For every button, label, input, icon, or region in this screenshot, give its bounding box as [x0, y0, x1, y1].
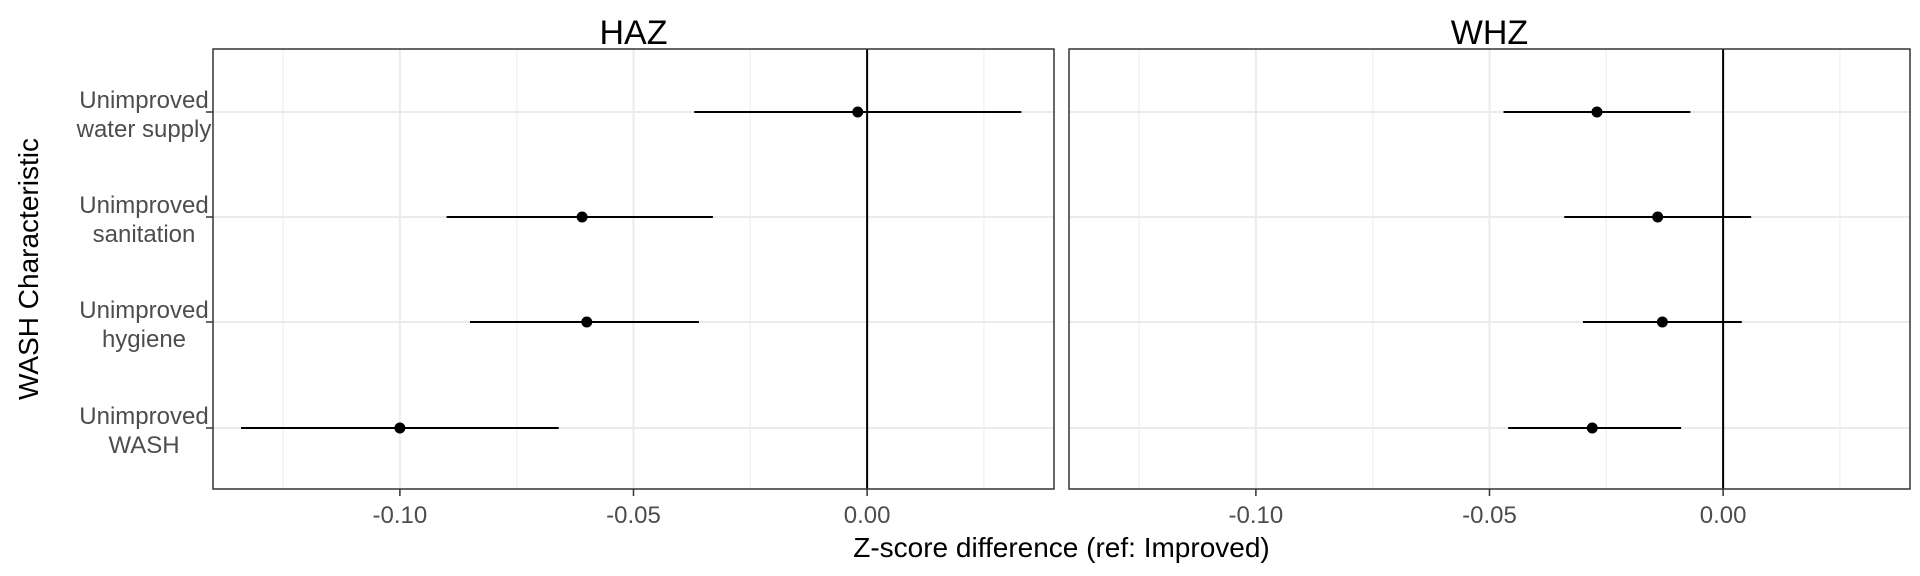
point-estimate: [852, 106, 864, 118]
category-label-line: Unimproved: [79, 87, 208, 114]
panel-haz: HAZ -0.10 -0.05 0.00: [206, 14, 1055, 529]
x-tick-label: 0.00: [844, 502, 891, 529]
point-estimate: [394, 422, 406, 434]
category-label-line: WASH: [108, 432, 179, 459]
category-label-line: Unimproved: [79, 403, 208, 430]
x-tick-label: -0.05: [1462, 502, 1517, 529]
panel-whz: WHZ -0.10 -0.05 0.00: [1068, 14, 1911, 529]
category-label-line: Unimproved: [79, 297, 208, 324]
category-label-line: hygiene: [102, 326, 186, 353]
category-label: Unimproved hygiene: [79, 297, 208, 353]
category-label-line: sanitation: [93, 221, 196, 248]
point-estimate: [1586, 422, 1598, 434]
x-tick-label: -0.10: [373, 502, 428, 529]
y-axis-title: WASH Characteristic: [13, 138, 44, 400]
category-label-line: water supply: [76, 116, 212, 143]
point-estimate: [1652, 211, 1664, 223]
point-estimate: [1591, 106, 1603, 118]
x-axis-title: Z-score difference (ref: Improved): [853, 532, 1270, 563]
x-tick-label: 0.00: [1700, 502, 1747, 529]
category-label-line: Unimproved: [79, 192, 208, 219]
panel-title: WHZ: [1451, 14, 1528, 52]
point-estimate: [576, 211, 588, 223]
category-label: Unimproved water supply: [76, 87, 212, 143]
point-estimate: [581, 316, 593, 328]
x-tick-label: -0.10: [1229, 502, 1284, 529]
point-estimate: [1656, 316, 1668, 328]
panel-title: HAZ: [600, 14, 668, 52]
category-label: Unimproved WASH: [79, 403, 208, 459]
x-tick-label: -0.05: [606, 502, 661, 529]
panels-layer: HAZ -0.10 -0.05 0.00 WHZ -0.10 -0.05 0.00: [206, 14, 1911, 529]
category-label: Unimproved sanitation: [79, 192, 208, 248]
